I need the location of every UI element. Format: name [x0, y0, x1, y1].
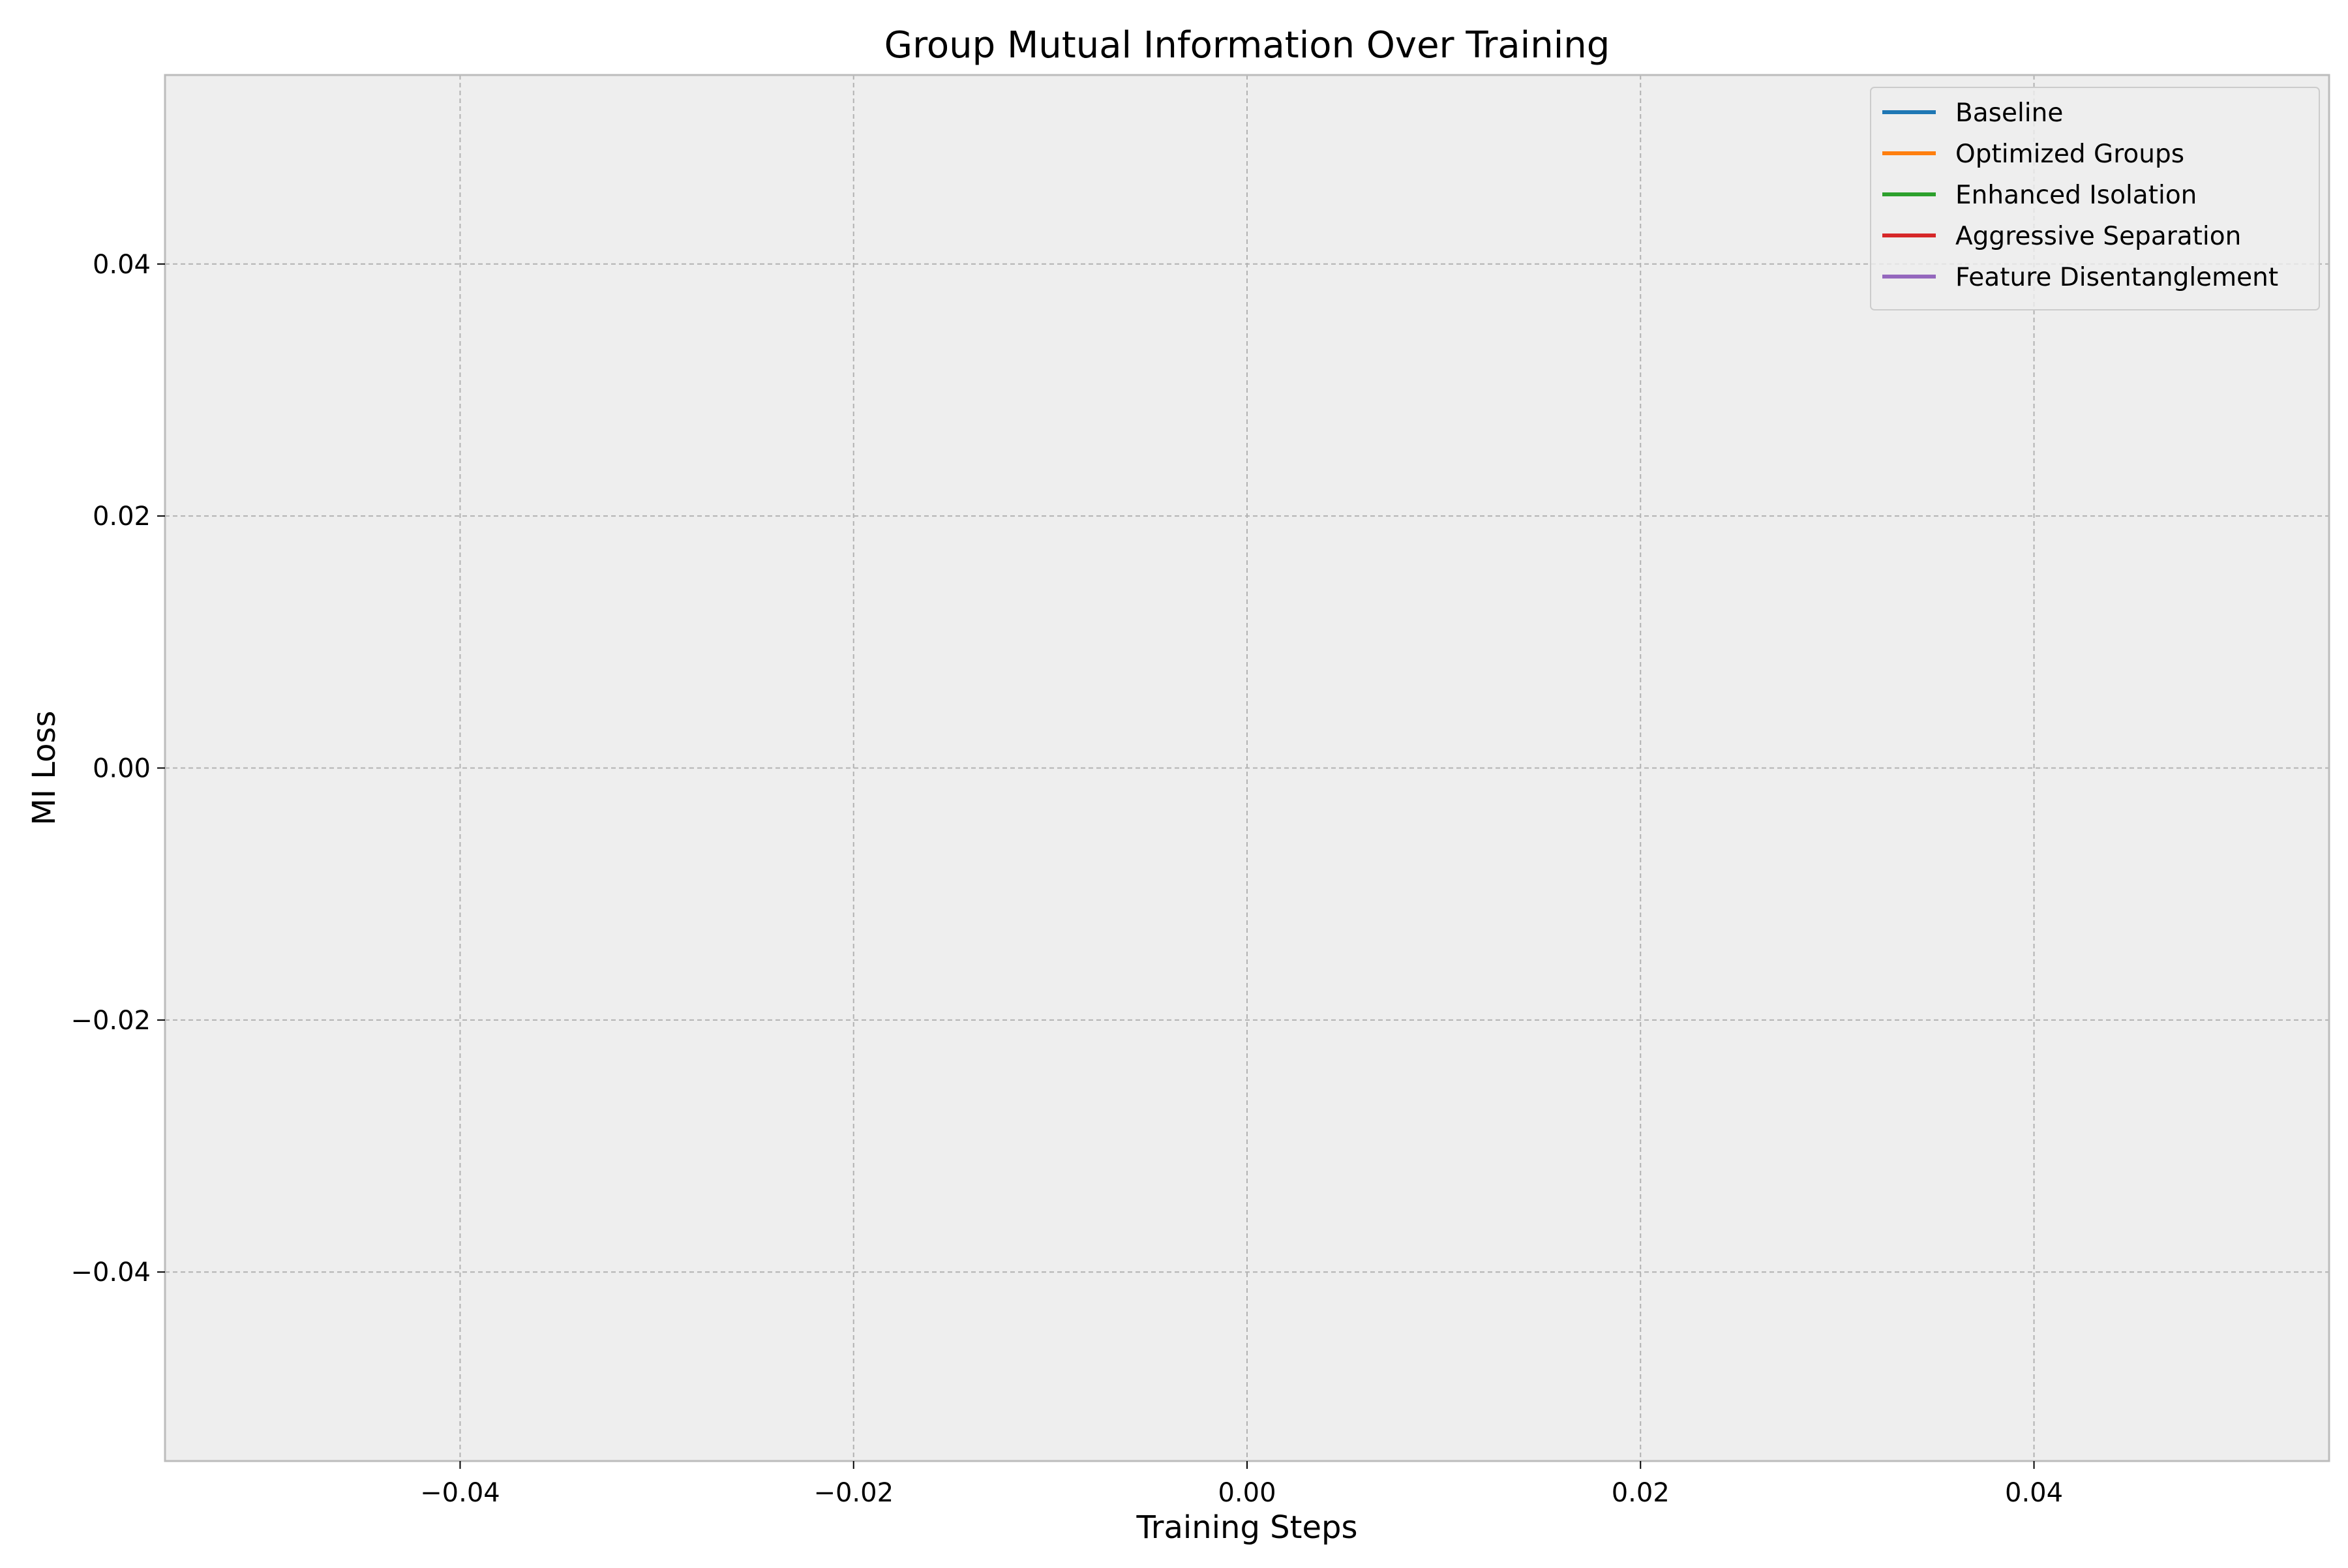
x-tick-label: −0.02 — [813, 1478, 894, 1508]
x-axis: −0.04 −0.02 0.00 0.02 0.04 — [420, 1461, 2063, 1508]
x-axis-label: Training Steps — [1136, 1509, 1358, 1546]
legend-label: Aggressive Separation — [1955, 222, 2241, 251]
y-axis: −0.04 −0.02 0.00 0.02 0.04 — [70, 250, 165, 1288]
x-tick-label: −0.04 — [420, 1478, 500, 1508]
x-tick-label: 0.00 — [1218, 1478, 1276, 1508]
chart-title: Group Mutual Information Over Training — [884, 24, 1610, 67]
legend: Baseline Optimized Groups Enhanced Isolati… — [1870, 87, 2320, 310]
y-axis-label: MI Loss — [26, 710, 63, 825]
y-tick-label: 0.02 — [93, 502, 151, 532]
y-tick-label: 0.00 — [93, 754, 151, 784]
y-tick-label: 0.04 — [93, 250, 151, 280]
legend-box — [1870, 87, 2320, 310]
legend-label: Optimized Groups — [1955, 140, 2184, 169]
y-tick-label: −0.02 — [70, 1006, 151, 1036]
legend-label: Enhanced Isolation — [1955, 181, 2197, 210]
y-tick-label: −0.04 — [70, 1258, 151, 1288]
legend-label: Feature Disentanglement — [1955, 263, 2278, 292]
x-tick-label: 0.02 — [1612, 1478, 1670, 1508]
legend-label: Baseline — [1955, 98, 2063, 128]
x-tick-label: 0.04 — [2005, 1478, 2063, 1508]
